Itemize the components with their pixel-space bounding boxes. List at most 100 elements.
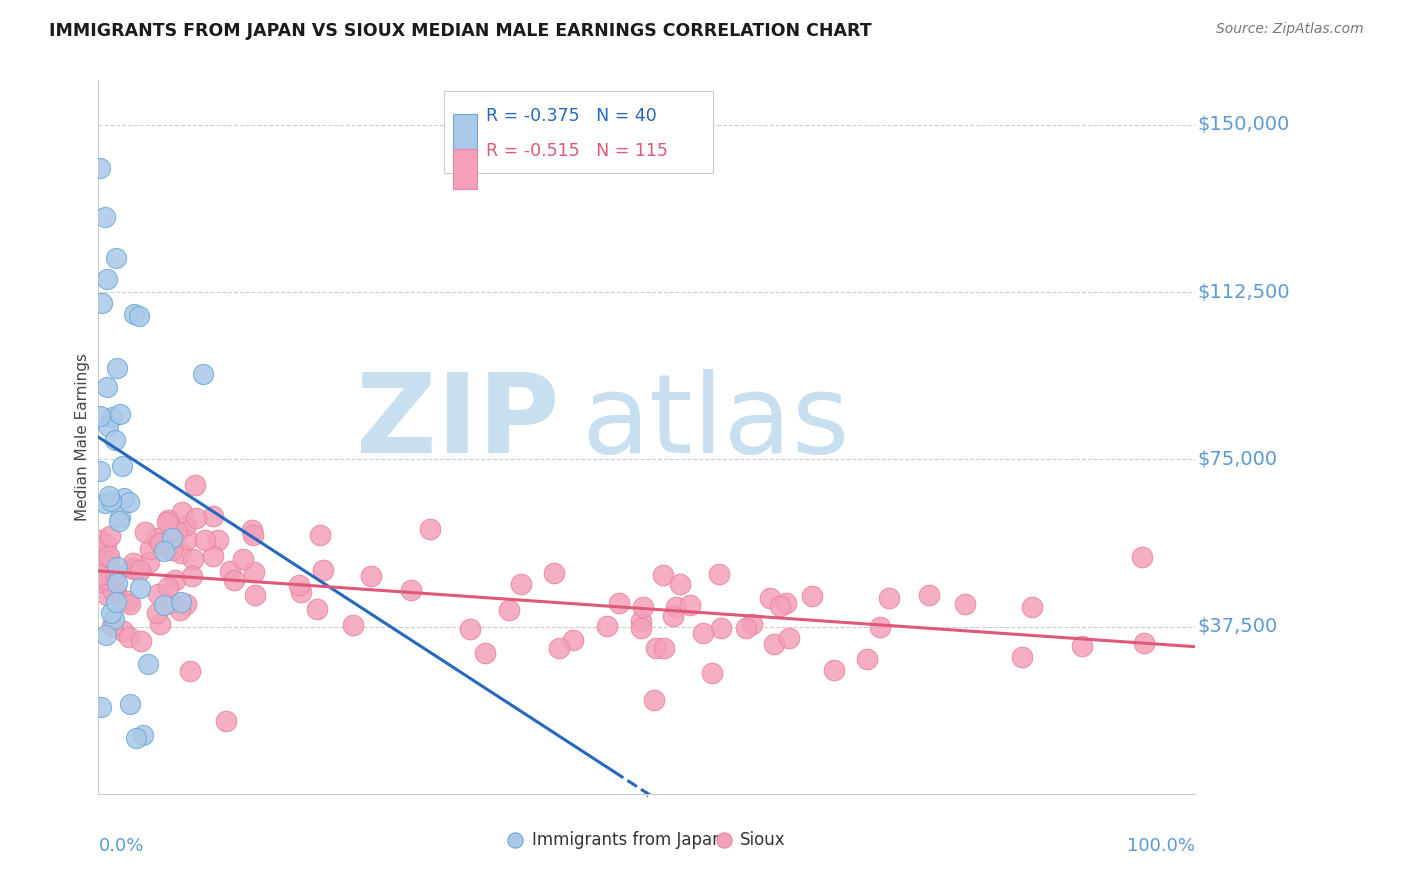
Point [156, 515, 179, 529]
Point [136, 657, 159, 672]
Point [652, 640, 675, 655]
Point [201, 549, 224, 564]
Point [769, 599, 792, 613]
Point [94, 628, 117, 642]
Point [103, 612, 125, 626]
Point [117, 593, 139, 607]
Point [89, 533, 111, 548]
Point [89, 161, 111, 175]
Point [122, 307, 145, 321]
Point [166, 524, 188, 538]
Point [219, 564, 242, 578]
Point [823, 663, 845, 677]
Text: atlas: atlas [581, 369, 849, 476]
Point [856, 652, 879, 666]
Point [643, 693, 665, 707]
Point [105, 595, 128, 609]
Point [157, 513, 180, 527]
Point [179, 665, 201, 679]
Point [146, 606, 169, 620]
Point [146, 531, 169, 545]
FancyBboxPatch shape [444, 91, 713, 173]
Point [176, 532, 198, 546]
Point [89, 409, 111, 423]
Point [96, 272, 118, 286]
Point [741, 616, 763, 631]
Point [97, 554, 120, 568]
Point [191, 368, 214, 382]
Point [543, 566, 565, 580]
Point [1021, 600, 1043, 615]
Point [652, 567, 675, 582]
Point [707, 567, 730, 582]
Point [763, 637, 786, 651]
Point [129, 581, 152, 595]
Point [96, 572, 118, 586]
Text: 0.0%: 0.0% [98, 837, 143, 855]
Point [458, 623, 481, 637]
Text: $112,500: $112,500 [1198, 283, 1289, 301]
Point [149, 616, 172, 631]
Point [96, 588, 118, 602]
Point [877, 591, 900, 606]
Point [679, 599, 702, 613]
Point [692, 625, 714, 640]
Point [111, 458, 134, 473]
Point [759, 591, 782, 605]
Point [120, 597, 142, 611]
Point [312, 563, 335, 577]
Point [181, 551, 204, 566]
Point [107, 361, 129, 376]
Text: Sioux: Sioux [740, 831, 786, 849]
Point [243, 565, 266, 579]
Point [97, 489, 120, 503]
Point [607, 596, 630, 610]
Point [91, 295, 114, 310]
Text: $37,500: $37,500 [1198, 617, 1278, 636]
Point [645, 640, 668, 655]
Point [180, 569, 202, 583]
Point [101, 619, 124, 633]
Point [156, 541, 179, 556]
Text: $150,000: $150,000 [1198, 115, 1289, 135]
Bar [453, 114, 477, 153]
Point [242, 528, 264, 542]
Text: Immigrants from Japan: Immigrants from Japan [531, 831, 723, 849]
Point [118, 630, 141, 644]
Text: Source: ZipAtlas.com: Source: ZipAtlas.com [1216, 22, 1364, 37]
Point [153, 544, 176, 558]
Point [89, 568, 111, 582]
Point [110, 408, 132, 422]
Point [290, 585, 312, 599]
Point [129, 563, 152, 577]
Point [91, 541, 114, 556]
Point [184, 477, 207, 491]
Point [1071, 640, 1094, 654]
Point [101, 583, 124, 598]
Point [498, 603, 520, 617]
Point [134, 524, 156, 539]
Point [107, 560, 129, 574]
Point [105, 567, 128, 582]
Point [138, 555, 160, 569]
Point [918, 588, 941, 602]
Point [160, 531, 183, 545]
Point [562, 632, 585, 647]
Point [100, 409, 122, 424]
Text: ZIP: ZIP [356, 369, 560, 476]
Point [710, 621, 733, 635]
Point [224, 573, 246, 587]
Point [778, 631, 800, 645]
Point [174, 518, 197, 533]
Point [111, 624, 134, 639]
Point [215, 714, 238, 729]
Point [105, 576, 128, 591]
Point [125, 731, 148, 746]
Point [100, 529, 122, 543]
Point [121, 561, 143, 575]
Point [104, 433, 127, 447]
Point [118, 494, 141, 508]
Point [734, 622, 756, 636]
Point [342, 617, 364, 632]
Point [93, 496, 115, 510]
